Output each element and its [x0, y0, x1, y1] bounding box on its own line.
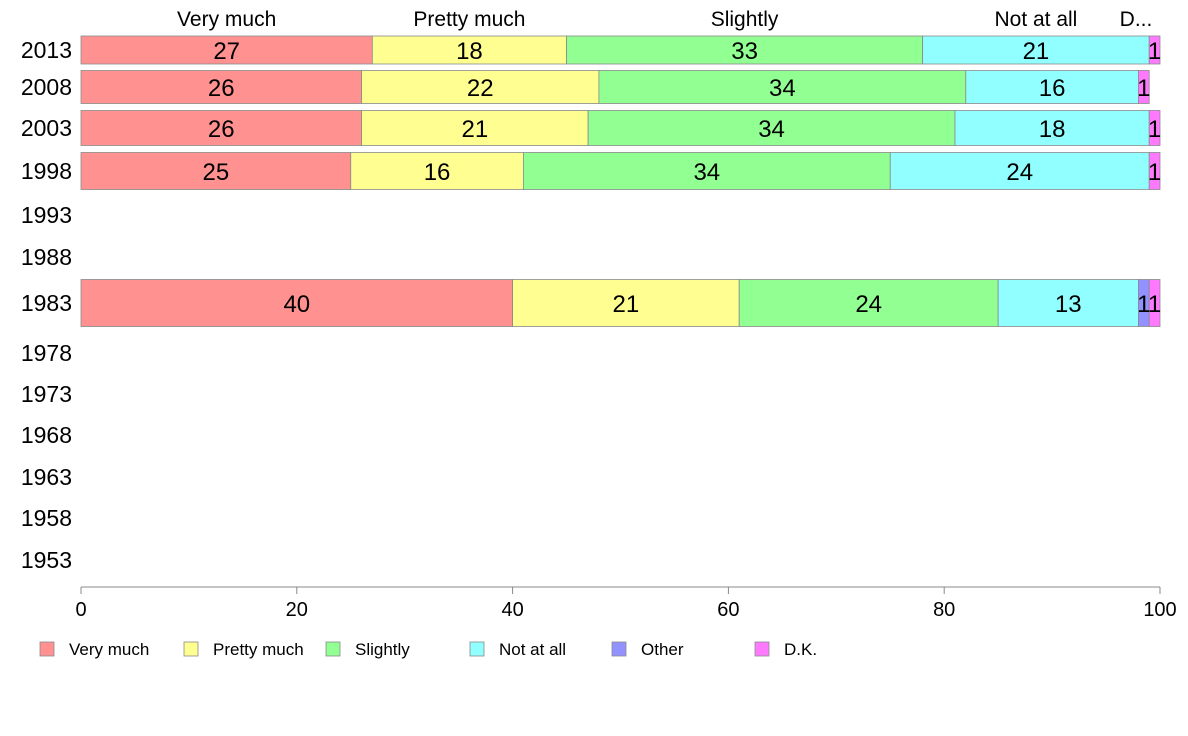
bar-2013-very-much: [80, 35, 373, 65]
bar-label-1983-slightly: 24: [855, 291, 882, 318]
bar-2003-very-much: [80, 110, 362, 146]
year-labels: 2013 2008 2003 1998 1993 1988 1983 1978 1973 1968…: [21, 37, 72, 573]
bar-2013-not-at-all: [922, 35, 1150, 65]
legend-swatch-very-much: [39, 641, 55, 657]
bar-label-1998-very-much: 25: [203, 159, 230, 186]
bar-label-1983-other: 1: [1137, 291, 1150, 318]
bar-label-2013-pretty-much: 18: [456, 38, 483, 65]
top-label-pretty-much: Pretty much: [413, 8, 525, 31]
bar-1998-slightly: [522, 152, 891, 190]
top-label-slightly: Slightly: [711, 8, 779, 31]
bar-2008-slightly: [598, 70, 967, 104]
legend-swatch-other: [611, 641, 627, 657]
year-label-1983: 1983: [21, 290, 72, 316]
year-label-1973: 1973: [21, 381, 72, 407]
bar-2008-very-much: [80, 70, 362, 104]
legend: Very much Pretty much Slightly Not at all Ot…: [39, 640, 817, 659]
year-label-1978: 1978: [21, 340, 72, 366]
year-label-1968: 1968: [21, 422, 72, 448]
x-tick-label-80: 80: [933, 599, 955, 621]
x-tick-label-40: 40: [501, 599, 523, 621]
year-label-1963: 1963: [21, 464, 72, 490]
top-label-very-much: Very much: [177, 8, 276, 31]
legend-label-pretty-much: Pretty much: [213, 640, 304, 659]
legend-swatch-not-at-all: [469, 641, 485, 657]
x-axis: 0 20 40 60 80 100: [75, 586, 1177, 621]
bar-2008-pretty-much: [361, 70, 600, 104]
legend-label-other: Other: [641, 640, 684, 659]
bar-1983-slightly: [738, 279, 999, 327]
bar-2003-slightly: [587, 110, 956, 146]
bar-2013-slightly: [566, 35, 924, 65]
bar-label-2013-not-at-all: 21: [1023, 38, 1050, 65]
year-label-1998: 1998: [21, 158, 72, 184]
top-label-not-at-all: Not at all: [994, 8, 1077, 31]
bar-2013-pretty-much: [371, 35, 567, 65]
bar-2003-d-k: [1148, 110, 1161, 146]
bar-2013-d-k: [1148, 35, 1161, 65]
bar-label-1998-slightly: 34: [693, 159, 720, 186]
bar-label-2008-d-k: 1: [1137, 75, 1150, 102]
bar-1983-very-much: [80, 279, 514, 327]
bar-2003-not-at-all: [954, 110, 1150, 146]
bar-label-2003-slightly: 34: [758, 116, 785, 143]
year-label-1988: 1988: [21, 244, 72, 270]
bar-label-1998-pretty-much: 16: [424, 159, 451, 186]
bar-label-2008-not-at-all: 16: [1039, 75, 1066, 102]
bar-label-2013-slightly: 33: [731, 38, 758, 65]
bar-2008-not-at-all: [965, 70, 1139, 104]
bar-1998-not-at-all: [889, 152, 1150, 190]
bar-label-2003-pretty-much: 21: [461, 116, 488, 143]
legend-swatch-d-k: [754, 641, 770, 657]
x-tick-label-20: 20: [286, 599, 308, 621]
bar-label-2013-d-k: 1: [1148, 38, 1161, 65]
bar-label-2003-d-k: 1: [1148, 116, 1161, 143]
bar-1998-very-much: [80, 152, 352, 190]
bar-1983-not-at-all: [997, 279, 1139, 327]
bar-2008-d-k: [1138, 70, 1150, 104]
bar-label-1998-d-k: 1: [1148, 159, 1161, 186]
year-label-2013: 2013: [21, 37, 72, 63]
bar-label-2008-pretty-much: 22: [467, 75, 494, 102]
legend-swatch-pretty-much: [183, 641, 199, 657]
bar-1983-d-k: [1148, 279, 1161, 327]
bar-label-1983-not-at-all: 13: [1055, 291, 1082, 318]
top-label-d-k: D...: [1120, 8, 1153, 31]
top-category-labels: Very much Pretty much Slightly Not at all D.…: [177, 8, 1152, 31]
year-label-2003: 2003: [21, 115, 72, 141]
bar-label-2008-very-much: 26: [208, 75, 235, 102]
legend-swatch-slightly: [325, 641, 341, 657]
bar-label-2003-very-much: 26: [208, 116, 235, 143]
bar-1983-pretty-much: [512, 279, 740, 327]
bar-label-1983-pretty-much: 21: [613, 291, 640, 318]
legend-label-not-at-all: Not at all: [499, 640, 566, 659]
x-tick-label-100: 100: [1143, 599, 1176, 621]
year-label-2008: 2008: [21, 74, 72, 100]
bar-label-1983-very-much: 40: [283, 291, 310, 318]
year-label-1953: 1953: [21, 547, 72, 573]
bar-1998-d-k: [1148, 152, 1161, 190]
bar-label-2013-very-much: 27: [213, 38, 240, 65]
bar-label-2003-not-at-all: 18: [1039, 116, 1066, 143]
x-tick-label-0: 0: [75, 599, 86, 621]
bars: 27 18 33 21 1 26 22 34 16 1 26 21 34 18 1 25 16 34 24 1 40 21…: [80, 35, 1161, 327]
x-tick-label-60: 60: [717, 599, 739, 621]
legend-label-very-much: Very much: [69, 640, 149, 659]
bar-label-1983-d-k: 1: [1148, 291, 1161, 318]
legend-label-slightly: Slightly: [355, 640, 410, 659]
bar-label-2008-slightly: 34: [769, 75, 796, 102]
year-label-1993: 1993: [21, 202, 72, 228]
year-label-1958: 1958: [21, 505, 72, 531]
legend-label-d-k: D.K.: [784, 640, 817, 659]
bar-label-1998-not-at-all: 24: [1006, 159, 1033, 186]
